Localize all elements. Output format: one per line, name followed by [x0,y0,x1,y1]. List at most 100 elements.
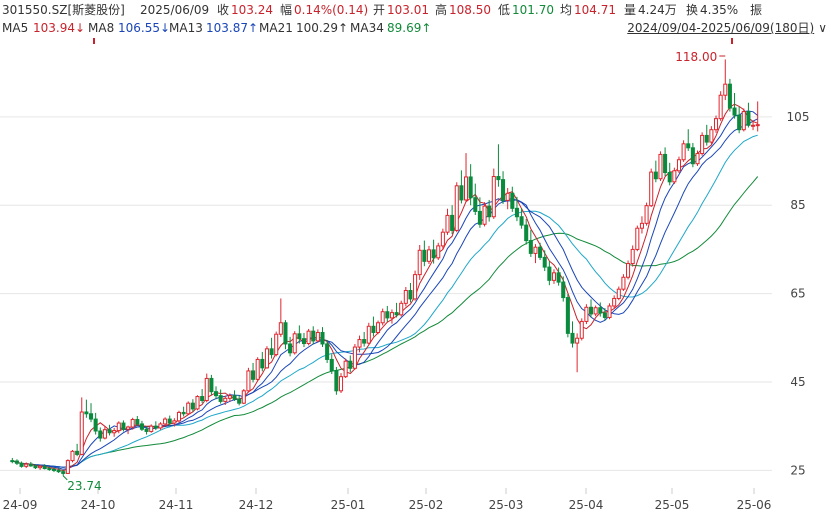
candle-body [616,288,621,299]
candle-body [621,276,626,290]
ma34-value: 89.69↑ [387,21,432,35]
candle-body [686,143,691,149]
candle-body [311,330,316,342]
candle-body [255,358,260,380]
ma8-value: 106.55↓ [118,21,171,35]
y-tick-label: 105 [787,110,810,124]
candle-body [538,246,543,258]
candle-body [315,331,320,342]
candle-body [116,422,121,432]
candle-body [431,249,436,259]
candle-body [352,346,357,369]
candle-body [588,306,594,315]
candle-body [718,94,723,120]
candle-body [223,397,228,402]
candle-body [519,216,524,226]
ma5-name: MA5 [2,21,29,35]
candle-body [681,143,686,161]
candle-body [487,205,492,218]
candle-body [325,343,330,360]
candle-body [426,249,432,262]
candle-body [149,425,154,432]
candle-body [556,272,561,283]
candle-body [593,307,598,315]
candle-body [274,333,279,356]
candle-body [732,107,737,116]
candle-body [496,176,501,181]
candle-body [297,333,302,340]
candle-body [408,290,413,300]
x-tick-label: 24-11 [159,498,194,512]
candle-body [19,462,24,467]
candle-body [644,205,649,224]
candle-body [440,231,445,247]
ma21-value: 100.29↑ [296,21,349,35]
candle-body [126,426,131,430]
candle-body [10,460,15,463]
candle-body [385,311,390,319]
candle-body [241,390,246,404]
volume-label: 量 [624,3,637,17]
candle-body [237,398,242,404]
candle-body [607,305,612,318]
candle-body [213,391,219,397]
candle-body [700,134,705,155]
candle-body [209,377,214,393]
candle-body [570,332,575,344]
candle-body [33,465,38,469]
candle-body [139,423,144,430]
date-range-selector[interactable]: 2024/09/04-2025/06/09(180日) ∨ [627,18,827,38]
avg-label: 均 [560,3,573,17]
high-label: 高 [435,3,448,17]
candle-body [575,337,580,344]
candle-body [61,471,66,474]
candle-body [227,395,232,399]
ma34-line [12,176,759,468]
ma-bar: MA5 103.94↓ MA8 106.55↓ MA13 103.87↑ MA2… [0,18,831,38]
candle-body [153,425,158,429]
candle-body [454,185,459,231]
candle-body [667,172,672,183]
candle-body [329,358,334,371]
avg-value: 104.71 [574,3,616,17]
candle-body [626,263,631,278]
quote-date: 2025/06/09 [140,3,210,17]
candle-body [186,402,191,415]
candle-body [14,460,19,464]
candle-body [56,469,61,473]
candle-body [713,118,719,131]
x-tick-label: 24-12 [239,498,274,512]
candle-body [463,176,469,201]
candle-body [510,192,515,209]
ma8-name: MA8 [88,21,115,35]
y-tick-label: 85 [790,198,805,212]
candle-body [751,124,756,127]
candle-body [42,465,47,470]
candle-body [445,214,450,233]
candle-body [477,210,482,225]
candle-body [695,153,700,165]
candle-body [737,114,742,131]
candle-body [598,307,603,314]
candle-body [264,348,269,369]
candle-body [70,450,75,462]
low-value: 101.70 [512,3,554,17]
candle-body [561,281,566,299]
candle-body [584,306,589,322]
candle-body [47,468,52,471]
candle-body [306,330,311,345]
candle-body [551,272,557,281]
candle-body [98,430,103,439]
x-tick-label: 24-09 [3,498,38,512]
candle-body [190,402,195,410]
ma13-name: MA13 [169,21,203,35]
candle-body [163,418,168,425]
change-label: 幅 [280,3,293,17]
quote-header: 301550.SZ[斯菱股份] 2025/06/09 收 103.24 幅 0.… [0,0,831,20]
candle-body [422,249,427,262]
candle-body [436,245,441,259]
candle-body [403,290,408,304]
candle-body [417,249,422,276]
candle-body [565,297,570,334]
